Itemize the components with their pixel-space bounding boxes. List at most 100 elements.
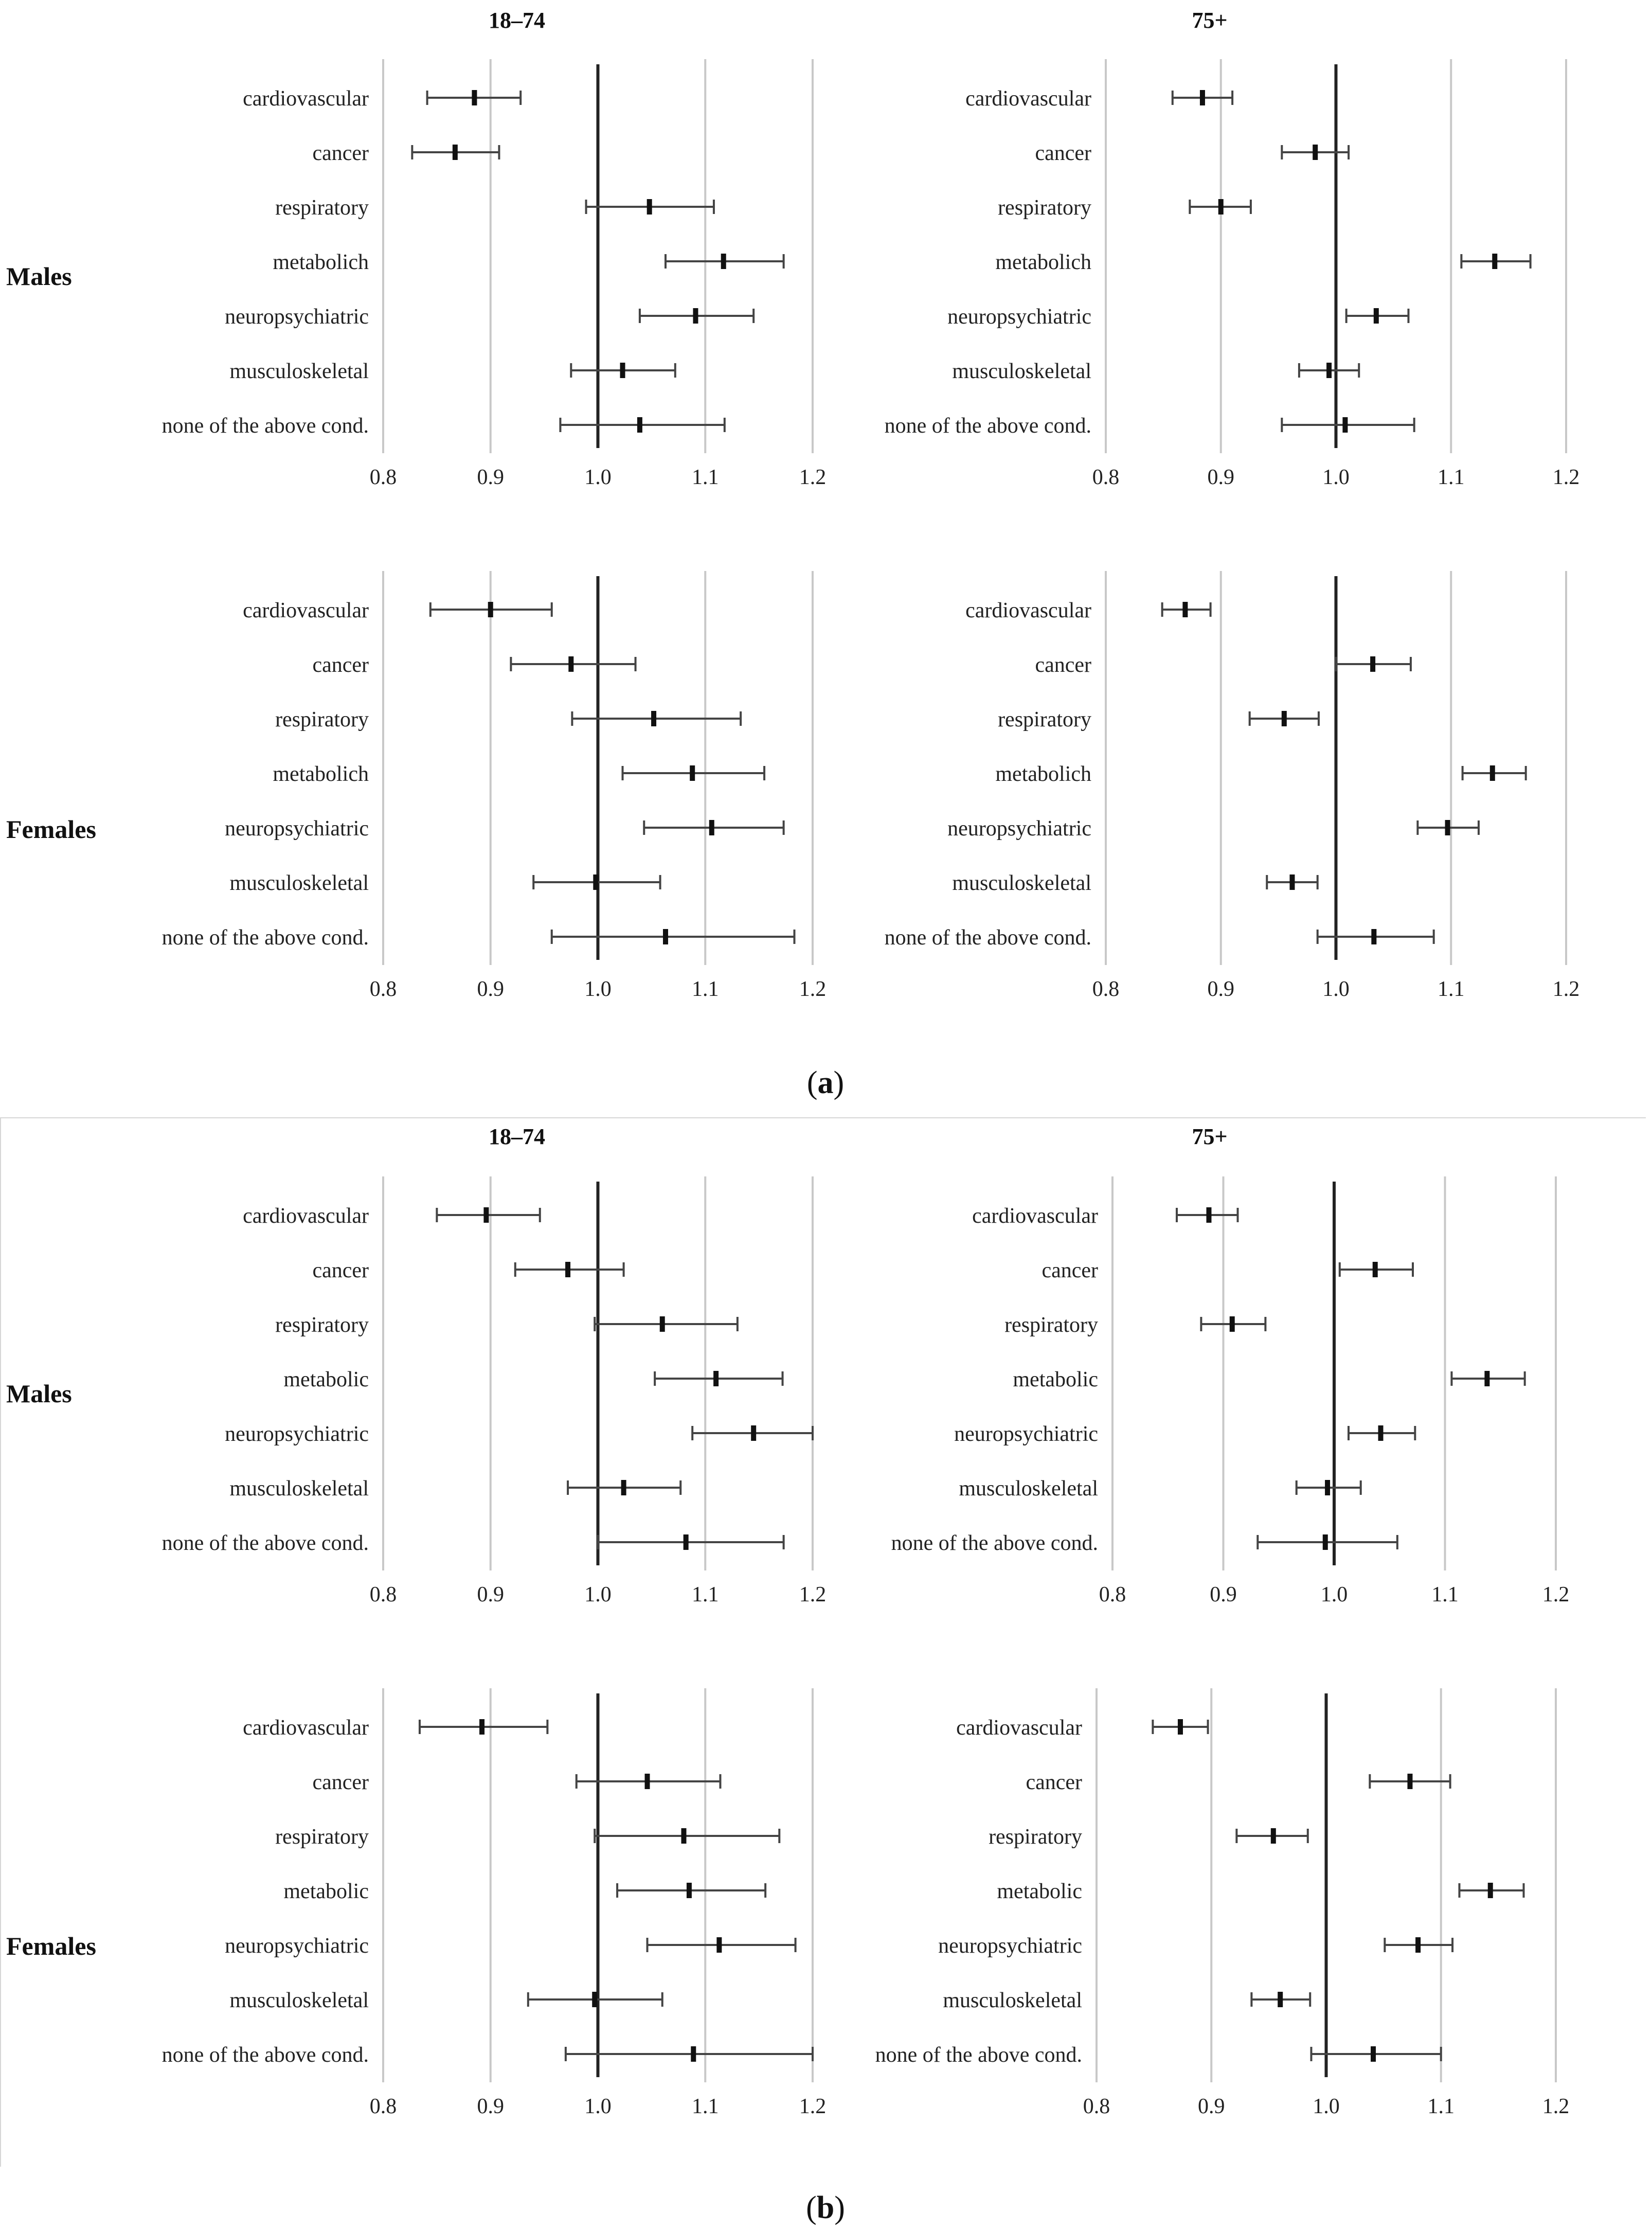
- x-tick-label: 0.8: [1099, 1583, 1126, 1606]
- x-tick-label: 0.8: [370, 1583, 397, 1606]
- section-b: 18–74 75+ Males Females 0.8 0.9 1.0 1.1 1.2 c…: [0, 1117, 1652, 2232]
- forest-plot-b-males-18-74: 0.8 0.9 1.0 1.1 1.2 cardiovascular cancer respi…: [162, 1176, 827, 1606]
- point-estimate: [1325, 1480, 1331, 1495]
- plot-area: 0.8 0.9 1.0 1.1 1.2 cardiovascular cancer respi…: [891, 1176, 1570, 1606]
- category-label: musculoskeletal: [229, 1477, 369, 1501]
- category-label: cardiovascular: [972, 1204, 1098, 1228]
- point-estimate: [693, 308, 698, 324]
- category-label: none of the above cond.: [875, 2043, 1082, 2067]
- x-tick-label: 1.1: [692, 1583, 719, 1606]
- point-estimate: [593, 874, 599, 890]
- caption-a-letter: a: [817, 1065, 834, 1100]
- category-label: neuropsychiatric: [947, 305, 1091, 329]
- category-label: respiratory: [275, 1313, 369, 1337]
- forest-plot-b-females-18-74: 0.8 0.9 1.0 1.1 1.2 cardiovascular cancer respi…: [162, 1688, 826, 2118]
- x-tick-label: 1.2: [799, 1583, 827, 1606]
- category-label: none of the above cond.: [885, 926, 1091, 950]
- x-tick-label: 1.1: [1428, 2095, 1455, 2118]
- point-estimate: [1492, 254, 1498, 269]
- category-label: neuropsychiatric: [938, 1934, 1082, 1958]
- caption-b-close: ): [834, 2190, 845, 2225]
- category-label: cardiovascular: [243, 1716, 369, 1740]
- point-estimate: [1182, 602, 1188, 617]
- category-label: metabolich: [995, 251, 1091, 274]
- category-label: musculoskeletal: [952, 871, 1091, 895]
- x-tick-label: 1.0: [584, 2095, 612, 2118]
- point-estimate: [1199, 90, 1205, 105]
- point-estimate: [1326, 363, 1332, 378]
- point-estimate: [452, 145, 458, 160]
- point-estimate: [1342, 417, 1348, 433]
- row-label-males: Males: [6, 262, 72, 291]
- point-estimate: [1206, 1207, 1212, 1223]
- point-estimate: [1313, 145, 1318, 160]
- category-label: cancer: [1035, 653, 1091, 677]
- forest-plot-b-males-75-plus: 0.8 0.9 1.0 1.1 1.2 cardiovascular cancer respi…: [891, 1176, 1570, 1606]
- category-label: musculoskeletal: [229, 360, 369, 383]
- category-label: cancer: [1042, 1259, 1098, 1282]
- forest-plot-b-females-75-plus: 0.8 0.9 1.0 1.1 1.2 cardiovascular cancer respi…: [875, 1688, 1569, 2118]
- x-tick-label: 1.0: [584, 1583, 612, 1606]
- point-estimate: [1371, 2046, 1376, 2062]
- plot-area: 0.8 0.9 1.0 1.1 1.2 cardiovascular cancer respi…: [162, 59, 826, 489]
- category-label: cancer: [312, 1771, 369, 1794]
- x-tick-label: 1.2: [1542, 1583, 1570, 1606]
- category-label: musculoskeletal: [952, 360, 1091, 383]
- category-label: cancer: [312, 653, 369, 677]
- category-label: cancer: [1035, 141, 1091, 165]
- caption-b-letter: b: [816, 2190, 835, 2225]
- point-estimate: [721, 254, 726, 269]
- caption-a-open: (: [806, 1065, 818, 1100]
- column-header-18-74-b: 18–74: [489, 1124, 545, 1149]
- x-tick-label: 1.2: [1553, 977, 1580, 1001]
- category-label: none of the above cond.: [162, 414, 369, 438]
- point-estimate: [472, 90, 477, 105]
- caption-b: (b): [774, 2190, 877, 2226]
- category-label: musculoskeletal: [229, 871, 369, 895]
- point-estimate: [568, 656, 574, 672]
- category-label: metabolic: [283, 1880, 369, 1903]
- point-estimate: [659, 1316, 665, 1332]
- category-label: respiratory: [998, 708, 1091, 731]
- category-label: none of the above cond.: [885, 414, 1091, 438]
- point-estimate: [1372, 1262, 1378, 1277]
- x-tick-label: 1.1: [692, 2095, 719, 2118]
- plot-area: 0.8 0.9 1.0 1.1 1.2 cardiovascular cancer respi…: [885, 59, 1580, 489]
- forest-plot-a-males-18-74: 0.8 0.9 1.0 1.1 1.2 cardiovascular cancer respi…: [162, 59, 826, 489]
- x-tick-label: 0.8: [1083, 2095, 1110, 2118]
- category-label: metabolic: [1013, 1368, 1098, 1391]
- x-tick-label: 1.1: [1438, 977, 1465, 1001]
- point-estimate: [637, 417, 642, 433]
- point-estimate: [1270, 1828, 1276, 1844]
- category-label: cardiovascular: [243, 1204, 369, 1228]
- x-tick-label: 1.2: [1553, 466, 1580, 489]
- point-estimate: [1487, 1883, 1493, 1898]
- point-estimate: [644, 1774, 650, 1789]
- category-label: cardiovascular: [243, 599, 369, 622]
- x-tick-label: 0.9: [477, 2095, 505, 2118]
- point-estimate: [709, 820, 714, 835]
- forest-plot-a-females-75-plus: 0.8 0.9 1.0 1.1 1.2 cardiovascular cancer respi…: [885, 571, 1580, 1001]
- point-estimate: [647, 199, 652, 215]
- x-tick-label: 1.0: [584, 466, 612, 489]
- x-tick-label: 1.0: [1313, 2095, 1340, 2118]
- x-tick-label: 0.8: [370, 466, 397, 489]
- category-label: neuropsychiatric: [225, 305, 369, 329]
- point-estimate: [1378, 1425, 1384, 1441]
- caption-b-open: (: [806, 2190, 817, 2225]
- point-estimate: [681, 1828, 687, 1844]
- point-estimate: [690, 765, 695, 781]
- point-estimate: [483, 1207, 489, 1223]
- plot-area: 0.8 0.9 1.0 1.1 1.2 cardiovascular cancer respi…: [885, 571, 1580, 1001]
- point-estimate: [663, 929, 669, 944]
- column-header-18-74: 18–74: [489, 8, 545, 33]
- point-estimate: [1484, 1371, 1490, 1386]
- category-label: cancer: [312, 141, 369, 165]
- point-estimate: [1373, 308, 1379, 324]
- point-estimate: [592, 1992, 598, 2007]
- category-label: metabolic: [997, 1880, 1082, 1903]
- column-header-75-plus: 75+: [1192, 8, 1228, 33]
- point-estimate: [1218, 199, 1224, 215]
- x-tick-label: 0.9: [1198, 2095, 1225, 2118]
- forest-plot-a-females-18-74: 0.8 0.9 1.0 1.1 1.2 cardiovascular cancer respi…: [162, 571, 826, 1001]
